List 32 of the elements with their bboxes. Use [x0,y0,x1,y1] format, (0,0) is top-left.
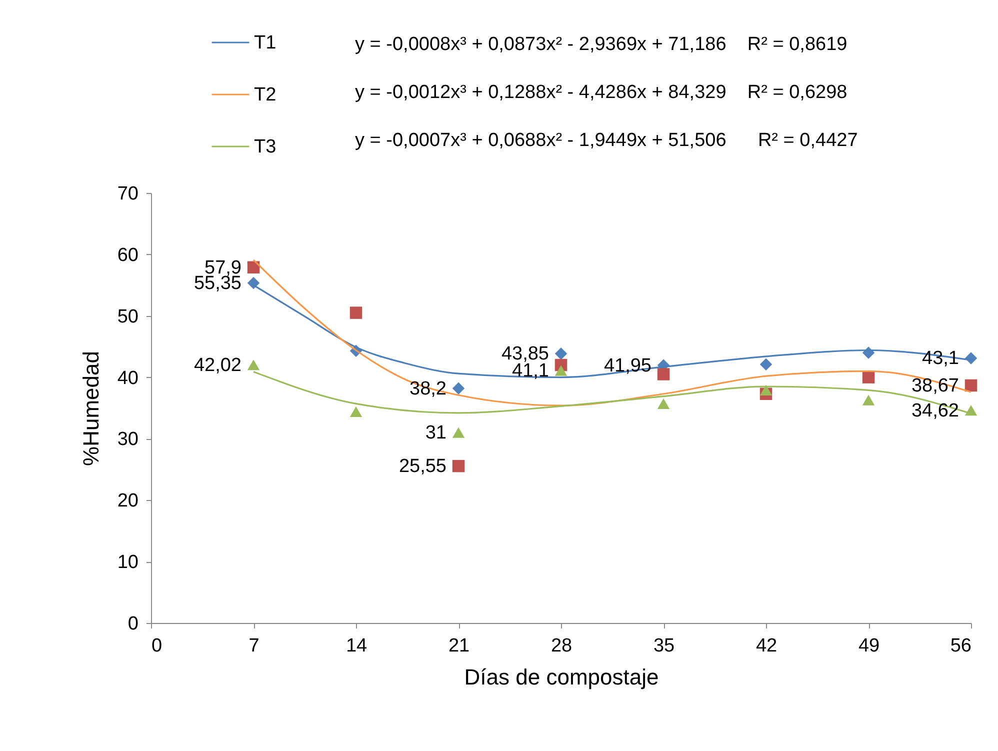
x-tick-label: 28 [550,636,572,656]
text: y = -0,0008x³ + 0,0873x² - 2,9369x + 71,186 R² = 0,8619 [355,34,848,56]
data-label: 41,95 [604,355,652,376]
y-tick-label: 40 [117,368,138,389]
text: y = -0,0012x³ + 0,1288x² - 4,4286x + 84,329 R² = 0,6298 [355,82,848,104]
data-label: 34,62 [911,400,959,422]
y-tick-label: 10 [117,552,138,574]
text: y = -0,0007x³ + 0,0688x² - 1,9449x + 51,506 R² = 0,4427 [355,130,858,152]
legend-label: T2 [254,84,276,106]
y-tick-label: 60 [117,244,138,266]
data-label: 31 [425,422,446,444]
x-tick-label: 35 [653,636,675,656]
y-tick-label: 0 [128,614,138,634]
y-tick-label: 30 [117,429,138,450]
data-label: 41,1 [512,360,549,382]
x-tick-label: 42 [756,636,778,656]
data-label: 25,55 [398,456,446,478]
legend-label: T1 [254,32,276,54]
y-tick-label: 20 [117,490,138,512]
x-tick-label: 14 [346,636,368,656]
y-axis-title: %Humedad [78,351,104,466]
y-tick-label: 70 [117,184,138,204]
x-tick-label: 56 [950,636,972,656]
x-tick-label: 0 [152,636,162,656]
legend-label: T3 [254,136,276,158]
x-tick-label: 7 [248,636,260,656]
x-axis-title: Días de compostaje [464,664,659,690]
y-tick-label: 50 [117,306,138,328]
data-label: 42,02 [194,354,242,376]
data-label: 38,67 [911,375,959,396]
x-tick-label: 21 [448,636,470,656]
x-tick-label: 49 [858,636,880,656]
